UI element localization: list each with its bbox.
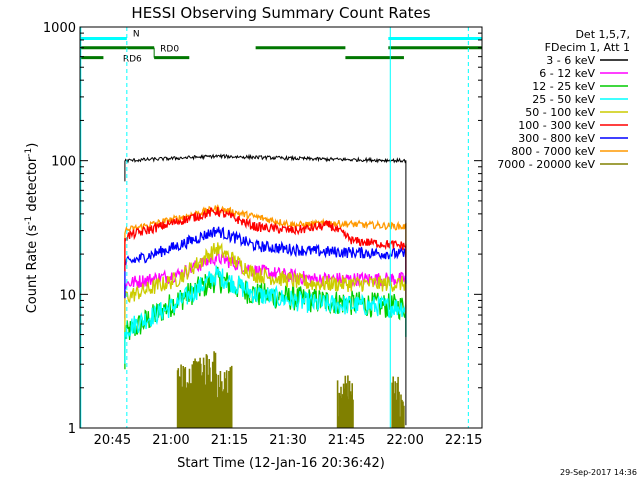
y-axis-label-sup1: -1	[24, 216, 34, 225]
y-tick-label-2: 100	[51, 155, 76, 170]
vertical-markers	[80, 27, 469, 428]
chart-title: HESSI Observing Summary Count Rates	[131, 4, 430, 22]
curves	[124, 153, 407, 428]
legend-label-6-12-keVkev: 6 - 12 keV	[539, 67, 595, 80]
y-tick-label-0: 1	[68, 422, 76, 437]
flag-label-n: N	[133, 30, 140, 40]
flag-bars: N RD0 RD6	[80, 30, 482, 65]
legend-label-12-25-keVkev: 12 - 25 keV	[532, 80, 595, 93]
plot-background	[80, 27, 482, 428]
flag-label-rd6: RD6	[123, 55, 142, 65]
legend-label-300-800-keVkev: 300 - 800 keV	[518, 132, 595, 145]
legend-label-50-100-keVkev: 50 - 100 keV	[525, 106, 595, 119]
x-tick-label-0: 20:45	[94, 433, 131, 448]
x-tick-label-2: 21:15	[211, 433, 248, 448]
y-tick-label-3: 1000	[43, 21, 76, 36]
y-axis-label: Count Rate (s-1 detector-1)	[24, 143, 40, 314]
legend-label-7000-20000-keVkev: 7000 - 20000 keV	[497, 158, 595, 171]
x-tick-label-5: 22:00	[386, 433, 423, 448]
series-line-300-800-keVkev	[124, 226, 407, 299]
x-axis-label: Start Time (12-Jan-16 20:36:42)	[177, 456, 385, 471]
y-axis-label-part3: )	[25, 143, 40, 148]
legend-label-800-7000-keVkev: 800 - 7000 keV	[511, 145, 595, 158]
timestamp: 29-Sep-2017 14:36	[560, 468, 637, 477]
series-line-7000-20000-kev	[176, 351, 405, 428]
legend-label-100-300-keVkev: 100 - 300 keV	[518, 119, 595, 132]
legend-label-25-50-keVkev: 25 - 50 keV	[532, 93, 595, 106]
legend-label-3-6-keVkev: 3 - 6 keV	[546, 54, 595, 67]
legend-header-1: Det 1,5,7,	[575, 28, 630, 41]
series-line-3-6-keVkev	[124, 153, 407, 426]
y-axis-label-sup2: -1	[24, 148, 34, 157]
plot-frame	[79, 26, 483, 429]
axes: 1 10 100 1000 20:45 21:00 21:15 21:30 21:45 22:00…	[43, 21, 483, 448]
series-line-25-50-keVkev	[124, 265, 407, 364]
x-tick-label-6: 22:15	[445, 433, 482, 448]
legend-header-2: FDecim 1, Att 1	[545, 41, 630, 54]
series-line-50-100-keVkev	[124, 242, 407, 332]
y-axis-label-part2: detector	[25, 156, 40, 216]
flag-label-rd0: RD0	[160, 45, 179, 55]
series-line-100-300-keVkev	[124, 207, 407, 276]
plot-area	[80, 27, 482, 428]
y-axis-label-part1: Count Rate (s	[25, 225, 40, 314]
x-tick-label-3: 21:30	[269, 433, 306, 448]
y-tick-label-1: 10	[59, 288, 76, 303]
x-tick-label-4: 21:45	[328, 433, 365, 448]
x-tick-label-1: 21:00	[152, 433, 189, 448]
